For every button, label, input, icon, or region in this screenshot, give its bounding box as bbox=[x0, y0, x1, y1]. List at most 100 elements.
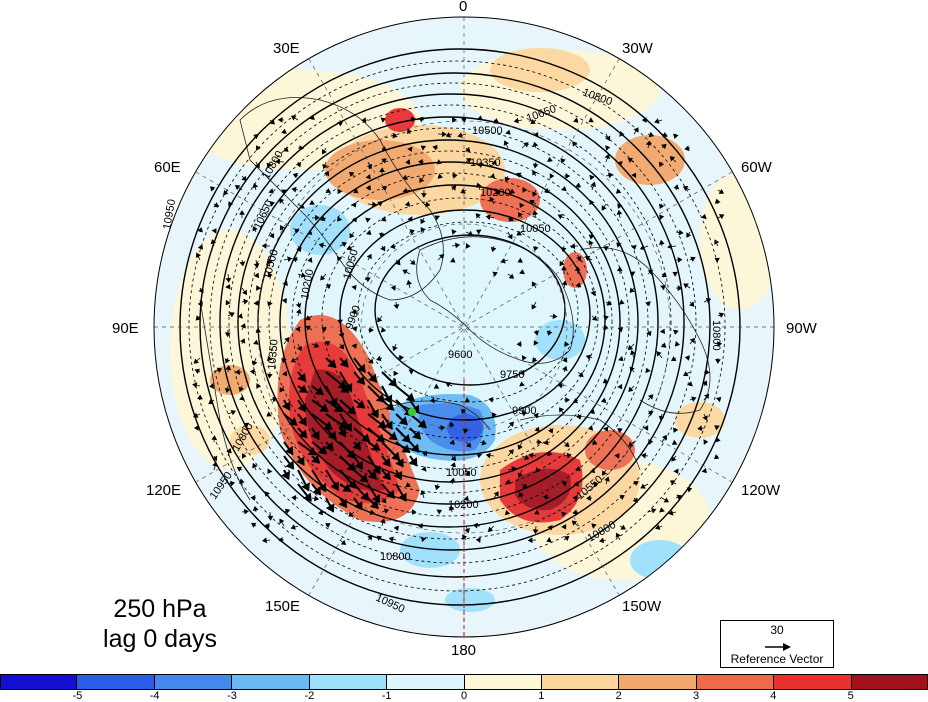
wave-vector-head bbox=[253, 300, 259, 306]
wave-vector-head bbox=[406, 279, 412, 286]
wave-vector-head bbox=[366, 229, 372, 236]
wave-vector-head bbox=[566, 452, 572, 459]
wave-vector-head bbox=[365, 184, 372, 191]
wave-vector-head bbox=[673, 133, 679, 139]
wave-vector-head bbox=[571, 520, 578, 526]
wave-vector-head bbox=[418, 159, 423, 165]
wave-vector-head bbox=[449, 477, 456, 483]
wave-vector-head bbox=[282, 370, 288, 377]
wave-vector-head bbox=[224, 358, 231, 364]
wave-vector-head bbox=[511, 466, 517, 472]
wave-vector-head bbox=[508, 273, 515, 279]
wave-vector-head bbox=[300, 272, 307, 278]
wave-vector-head bbox=[192, 382, 198, 389]
wave-vector-head bbox=[450, 462, 457, 468]
wave-vector-head bbox=[234, 185, 241, 191]
colorbar-tick-label: 0 bbox=[460, 690, 468, 702]
wave-vector-head bbox=[494, 189, 501, 195]
wave-vector-head bbox=[673, 329, 679, 335]
wave-vector-head bbox=[670, 356, 677, 362]
wave-vector-head bbox=[261, 243, 267, 249]
wave-vector-head bbox=[317, 509, 324, 516]
wave-vector-head bbox=[254, 162, 260, 169]
wave-vector-head bbox=[516, 341, 522, 347]
contour-label-9600-a: 9600 bbox=[448, 349, 472, 361]
wave-vector-head bbox=[250, 495, 256, 501]
wave-vector-head bbox=[648, 394, 654, 400]
wave-vector-head bbox=[198, 287, 204, 294]
wave-vector-head bbox=[381, 145, 388, 152]
wave-vector-head bbox=[616, 266, 623, 272]
wave-vector-head bbox=[574, 266, 581, 271]
wave-vector-head bbox=[489, 196, 495, 203]
wave-vector-head bbox=[462, 428, 469, 434]
wave-vector-head bbox=[281, 298, 287, 304]
wave-vector-head bbox=[256, 285, 261, 291]
wave-vector-head bbox=[547, 524, 553, 531]
wave-vector-head bbox=[408, 457, 418, 467]
wave-vector-head bbox=[450, 455, 456, 462]
wave-vector-head bbox=[617, 327, 624, 333]
wave-vector-head bbox=[630, 349, 636, 356]
wave-vector-head bbox=[559, 407, 565, 413]
contour-label-10200-a: 10200 bbox=[480, 187, 511, 199]
wave-vector-head bbox=[449, 257, 456, 263]
wave-vector-head bbox=[296, 345, 303, 352]
wave-vector-head bbox=[366, 253, 372, 260]
wave-vector-head bbox=[705, 297, 712, 304]
wave-vector-head bbox=[269, 119, 275, 125]
wave-vector-head bbox=[385, 401, 395, 411]
colorbar bbox=[0, 674, 928, 690]
wave-vector-head bbox=[402, 269, 408, 275]
wave-vector-head bbox=[318, 445, 328, 455]
wave-vector-head bbox=[351, 202, 357, 208]
wave-vector-head bbox=[575, 282, 582, 288]
wave-vector-head bbox=[492, 271, 498, 277]
wave-vector-head bbox=[216, 367, 223, 374]
wave-vector-head bbox=[586, 495, 591, 501]
wave-vector-head bbox=[337, 188, 343, 195]
wave-vector-head bbox=[291, 186, 297, 193]
wave-vector-head bbox=[328, 397, 338, 407]
wave-vector-head bbox=[193, 412, 199, 418]
wave-vector-head bbox=[249, 368, 255, 375]
wave-vector-head bbox=[517, 257, 523, 263]
wave-vector-head bbox=[516, 230, 522, 236]
wave-vector-head bbox=[476, 182, 482, 188]
wave-vector-head bbox=[547, 156, 553, 162]
wave-vector-head bbox=[384, 420, 393, 430]
wave-vector-head bbox=[589, 467, 596, 474]
wave-vector-head bbox=[605, 135, 611, 142]
lon-label-120w: 120W bbox=[741, 482, 781, 499]
wave-vector-head bbox=[320, 275, 326, 281]
wave-vector-head bbox=[395, 259, 401, 266]
wave-vector-head bbox=[714, 257, 720, 263]
wave-vector-head bbox=[295, 302, 302, 309]
wave-vector-head bbox=[476, 229, 482, 235]
wave-vector-head bbox=[197, 301, 203, 307]
wave-vector-head bbox=[588, 240, 594, 246]
wave-vector-head bbox=[299, 145, 305, 151]
wave-vector-head bbox=[322, 149, 327, 155]
wave-vector-head bbox=[388, 377, 398, 387]
wave-vector-head bbox=[381, 497, 387, 504]
wave-vector-head bbox=[225, 365, 232, 371]
wave-vector-head bbox=[691, 396, 697, 402]
wave-vector-head bbox=[213, 202, 219, 208]
wave-vector-head bbox=[284, 508, 291, 515]
wave-vector-head bbox=[628, 386, 634, 392]
wave-vector-head bbox=[197, 244, 204, 250]
wave-vector-head bbox=[429, 397, 435, 404]
wave-vector-head bbox=[238, 386, 245, 392]
wave-vector-head bbox=[557, 382, 563, 389]
wave-vector-head bbox=[405, 159, 411, 165]
wave-vector-head bbox=[307, 446, 317, 456]
wave-vector-head bbox=[619, 131, 625, 137]
wave-vector-head bbox=[338, 498, 348, 509]
wave-vector-head bbox=[327, 430, 337, 441]
lon-label-30e: 30E bbox=[273, 40, 300, 57]
wave-vector-head bbox=[658, 415, 665, 421]
wave-vector-head bbox=[575, 182, 582, 188]
wave-vector-head bbox=[251, 360, 258, 366]
wave-vector-head bbox=[460, 408, 467, 415]
